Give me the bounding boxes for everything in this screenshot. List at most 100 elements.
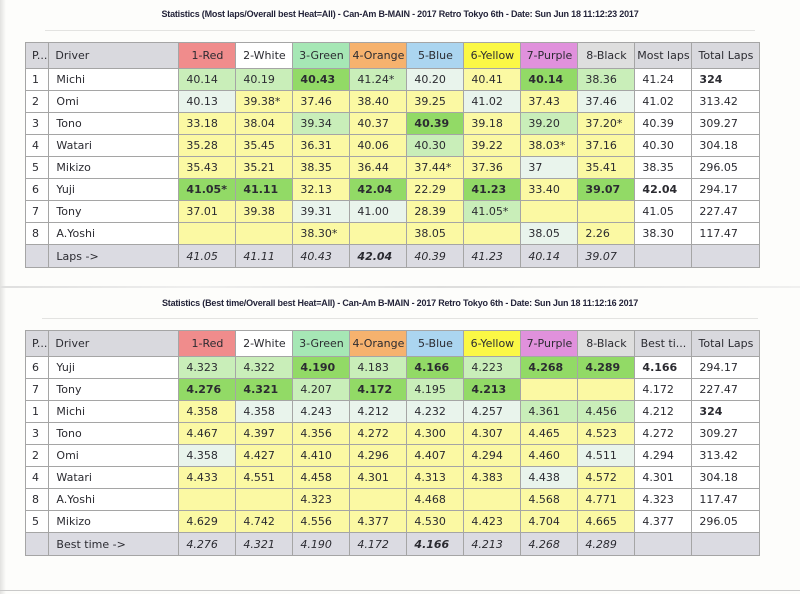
- lap-value-cell: 4.276: [178, 378, 237, 401]
- header-row: P... Driver 1-Red 2-White 3-Green 4-Orange 5-B…: [24, 330, 761, 357]
- footer-value-cell: 4.289: [577, 532, 636, 556]
- lap-value-cell: 4.313: [406, 466, 465, 489]
- lane-column-header: 2-White: [235, 42, 294, 69]
- driver-name-cell: Mikizo: [48, 156, 180, 179]
- total-laps-cell: 227.47: [691, 378, 761, 401]
- lap-value-cell: 4.223: [463, 356, 522, 379]
- position-cell: 2: [24, 90, 50, 113]
- report-title-most-laps: Statistics (Most laps/Overall best Heat=…: [161, 9, 639, 19]
- lane-column-header: 4-Orange: [349, 330, 408, 357]
- total-laps-cell: 117.47: [691, 222, 761, 245]
- lap-value-cell: 4.323: [178, 356, 237, 379]
- driver-row: 6 Yuji 41.05* 41.11 32.13 42.04 22.29 41.23 33.4…: [24, 178, 761, 201]
- lap-value-cell: 38.36: [577, 68, 636, 91]
- summary-column-header: Most laps: [634, 42, 693, 69]
- position-cell: 7: [24, 200, 50, 223]
- summary-value-cell: 4.172: [634, 378, 693, 401]
- lap-value-cell: 4.207: [292, 378, 351, 401]
- footer-spacer-cell: [634, 532, 693, 556]
- summary-value-cell: 41.05: [634, 200, 693, 223]
- lap-value-cell: 4.456: [577, 400, 636, 423]
- footer-value-cell: 40.14: [520, 244, 579, 268]
- footer-label-cell: Best time ->: [48, 532, 180, 556]
- summary-value-cell: 38.30: [634, 222, 693, 245]
- lap-value-cell: [178, 222, 237, 245]
- lap-value-cell: 40.14: [520, 68, 579, 91]
- lane-column-header: 5-Blue: [406, 330, 465, 357]
- summary-value-cell: 4.301: [634, 466, 693, 489]
- total-laps-cell: 309.27: [691, 112, 761, 135]
- lap-value-cell: 4.665: [577, 510, 636, 533]
- footer-spacer-cell: [24, 244, 50, 268]
- driver-row: 1 Michi 40.14 40.19 40.43 41.24* 40.20 40.41 40.…: [24, 68, 761, 91]
- summary-column-header: Best ti...: [634, 330, 693, 357]
- summary-value-cell: 4.166: [634, 356, 693, 379]
- stats-table-best-time: P... Driver 1-Red 2-White 3-Green 4-Orange 5-B…: [24, 330, 761, 556]
- lap-value-cell: 41.05*: [463, 200, 522, 223]
- lap-value-cell: 37.46: [577, 90, 636, 113]
- scan-fold-line: [0, 286, 800, 288]
- driver-name-cell: Watari: [48, 134, 180, 157]
- lap-value-cell: 4.272: [349, 422, 408, 445]
- lap-value-cell: 40.20: [406, 68, 465, 91]
- lap-value-cell: 4.358: [178, 444, 237, 467]
- scan-edge-shadow: [0, 590, 800, 591]
- position-cell: 1: [24, 400, 50, 423]
- summary-value-cell: 4.294: [634, 444, 693, 467]
- header-row: P... Driver 1-Red 2-White 3-Green 4-Orange 5-B…: [24, 42, 761, 69]
- lap-value-cell: 4.407: [406, 444, 465, 467]
- lap-value-cell: 41.05*: [178, 178, 237, 201]
- position-cell: 8: [24, 488, 50, 511]
- summary-value-cell: 40.30: [634, 134, 693, 157]
- lap-value-cell: 38.05: [520, 222, 579, 245]
- position-cell: 5: [24, 156, 50, 179]
- lap-value-cell: 38.05: [406, 222, 465, 245]
- driver-row: 2 Omi 40.13 39.38* 37.46 38.40 39.25 41.02 37.43…: [24, 90, 761, 113]
- footer-row: Best time -> 4.276 4.321 4.190 4.172 4.166 4.2…: [24, 532, 761, 556]
- lane-column-header: 7-Purple: [520, 42, 579, 69]
- lap-value-cell: 35.45: [235, 134, 294, 157]
- lap-value-cell: 4.358: [178, 400, 237, 423]
- lap-value-cell: [235, 488, 294, 511]
- lap-value-cell: 37.36: [463, 156, 522, 179]
- total-laps-cell: 227.47: [691, 200, 761, 223]
- lap-value-cell: 37: [520, 156, 579, 179]
- lap-value-cell: 39.31: [292, 200, 351, 223]
- driver-row: 4 Watari 4.433 4.551 4.458 4.301 4.313 4.383 4.4…: [24, 466, 761, 489]
- lap-value-cell: 4.383: [463, 466, 522, 489]
- total-laps-cell: 296.05: [691, 156, 761, 179]
- lap-value-cell: 4.358: [235, 400, 294, 423]
- lap-value-cell: 4.294: [463, 444, 522, 467]
- lap-value-cell: 4.704: [520, 510, 579, 533]
- total-laps-cell: 324: [691, 400, 761, 423]
- lap-value-cell: 38.04: [235, 112, 294, 135]
- lap-value-cell: 4.301: [349, 466, 408, 489]
- footer-spacer-cell: [691, 244, 761, 268]
- lap-value-cell: 4.438: [520, 466, 579, 489]
- lap-value-cell: [463, 222, 522, 245]
- lap-value-cell: 4.465: [520, 422, 579, 445]
- driver-name-cell: Yuji: [48, 356, 180, 379]
- position-cell: 8: [24, 222, 50, 245]
- total-laps-cell: 324: [691, 68, 761, 91]
- driver-row: 7 Tony 37.01 39.38 39.31 41.00 28.39 41.05* 41.0…: [24, 200, 761, 223]
- lap-value-cell: 4.458: [292, 466, 351, 489]
- lap-value-cell: 4.511: [577, 444, 636, 467]
- lap-value-cell: 4.572: [577, 466, 636, 489]
- lap-value-cell: 37.43: [520, 90, 579, 113]
- lap-value-cell: 4.289: [577, 356, 636, 379]
- total-laps-cell: 309.27: [691, 422, 761, 445]
- total-laps-cell: 313.42: [691, 90, 761, 113]
- lap-value-cell: 41.02: [463, 90, 522, 113]
- driver-row: 3 Tono 33.18 38.04 39.34 40.37 40.39 39.18 39.20…: [24, 112, 761, 135]
- lap-value-cell: 39.20: [520, 112, 579, 135]
- footer-spacer-cell: [24, 532, 50, 556]
- divider-line: [42, 318, 758, 319]
- footer-value-cell: 40.43: [292, 244, 351, 268]
- lap-value-cell: 40.30: [406, 134, 465, 157]
- lap-value-cell: 38.35: [292, 156, 351, 179]
- driver-name-cell: Omi: [48, 90, 180, 113]
- lap-value-cell: 37.16: [577, 134, 636, 157]
- lap-value-cell: [178, 488, 237, 511]
- position-cell: 1: [24, 68, 50, 91]
